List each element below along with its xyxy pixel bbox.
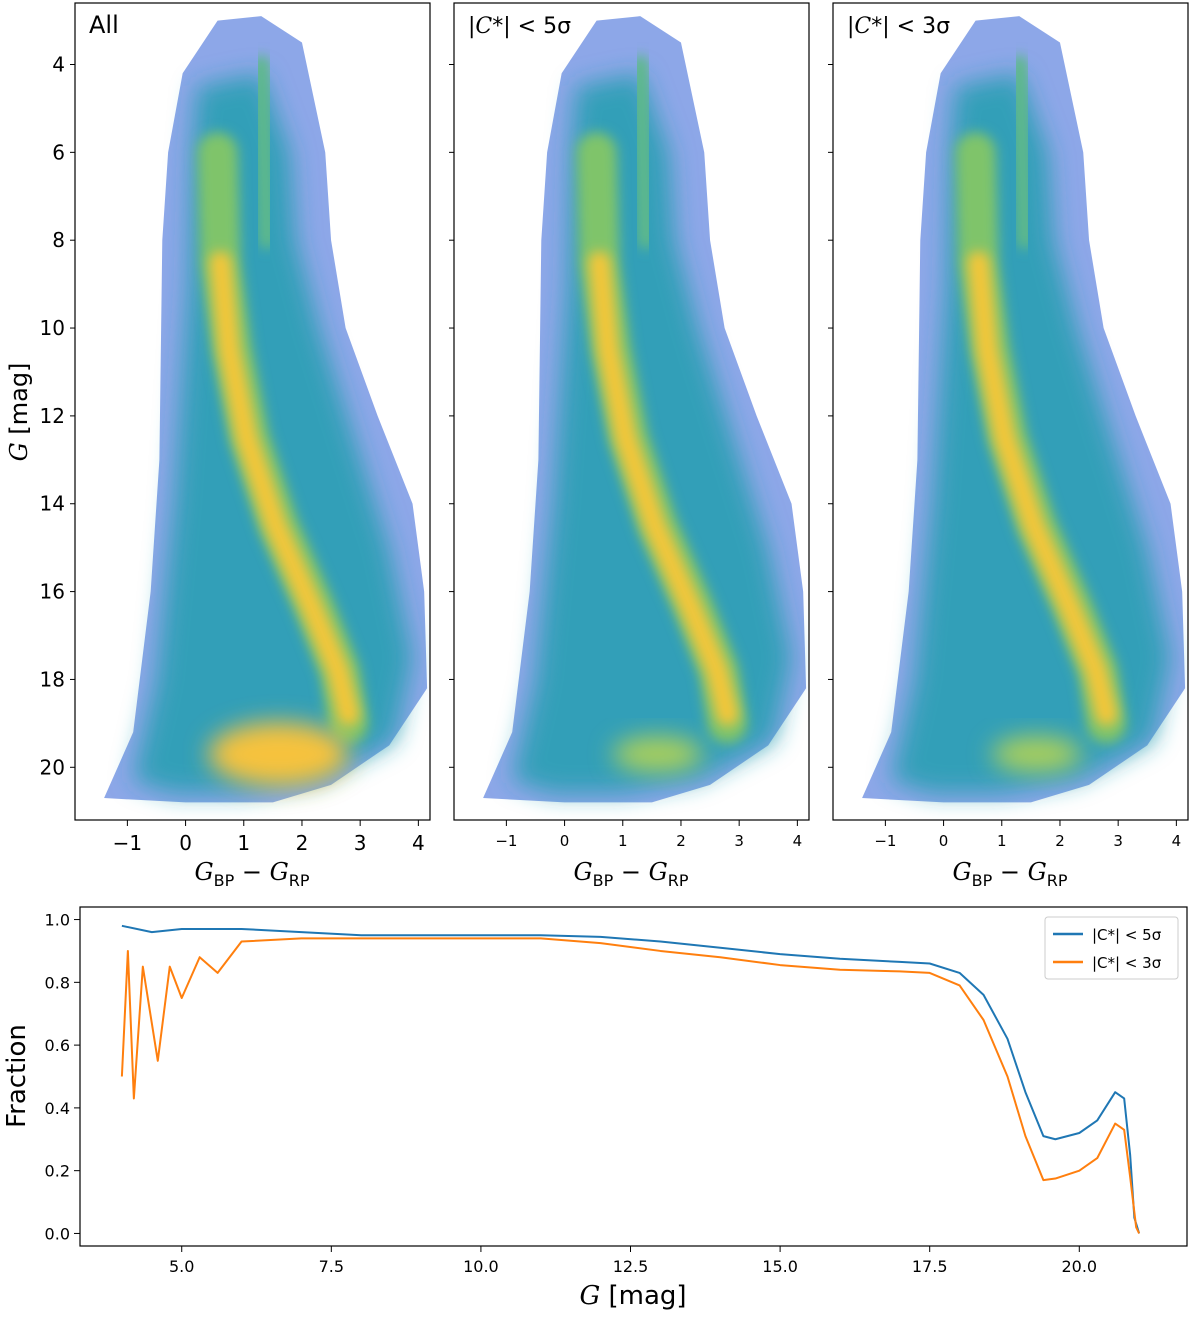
giant-branch-ridge	[631, 55, 656, 250]
cmd-panel-5sigma: |C*| < 5σ −1 0 1 2 3 4 GBP − GRP	[449, 2, 810, 890]
y-tick-label: 1.0	[45, 911, 70, 930]
x-axis-label: G [mag]	[579, 1281, 686, 1311]
y-tick-label: 0.2	[45, 1162, 70, 1181]
x-tick-label: 12.5	[613, 1257, 649, 1276]
y-tick-label: 4	[52, 52, 65, 76]
y-tick-label: 0.4	[45, 1099, 70, 1118]
x-tick-label: 0	[939, 832, 949, 850]
legend-label-5sigma: |C*| < 5σ	[1092, 926, 1162, 944]
x-tick-label: 17.5	[912, 1257, 948, 1276]
faint-end-concentration	[208, 722, 349, 787]
panel-label: |C*| < 3σ	[847, 14, 950, 39]
y-axis-label: G [mag]	[5, 363, 33, 462]
density-map-all	[104, 16, 428, 803]
y-ticks: 0.0 0.2 0.4 0.6 0.8 1.0	[45, 911, 80, 1243]
y-tick-label: 20	[40, 755, 65, 779]
panel-label: |C*| < 5σ	[468, 14, 571, 39]
x-tick-label: 20.0	[1061, 1257, 1097, 1276]
giant-branch-ridge	[252, 55, 277, 250]
plot-frame	[79, 906, 1188, 1247]
x-tick-label: 7.5	[319, 1257, 344, 1276]
y-tick-label: 14	[40, 492, 65, 516]
x-ticks: −1 0 1 2 3 4	[113, 820, 425, 855]
panel-frame	[832, 2, 1189, 821]
main-sequence-ridge	[967, 251, 1118, 726]
x-tick-label: 4	[1172, 832, 1182, 850]
y-tick-label: 8	[52, 228, 65, 252]
x-tick-label: 3	[354, 831, 367, 855]
x-tick-label: 2	[676, 832, 686, 850]
panel-frame	[453, 2, 810, 821]
panel-frame	[74, 2, 431, 821]
x-tick-label: 1	[997, 832, 1007, 850]
x-tick-label: 4	[412, 831, 425, 855]
y-tick-label: 0.6	[45, 1036, 70, 1055]
series-lines	[120, 924, 1141, 1234]
series-line-5sigma	[121, 924, 1141, 1234]
x-tick-label: 0	[560, 832, 570, 850]
series-line-3sigma	[120, 937, 1141, 1234]
y-tick-label: 16	[40, 580, 65, 604]
y-ticks: 4 6 8 10 12 14 16 18 20	[40, 52, 75, 779]
x-tick-label: 10.0	[463, 1257, 499, 1276]
x-tick-label: 3	[734, 832, 744, 850]
main-sequence-ridge	[588, 251, 739, 726]
x-ticks: −1 0 1 2 3 4	[495, 820, 802, 850]
x-tick-label: 2	[296, 831, 309, 855]
x-axis-label: GBP − GRP	[952, 858, 1067, 890]
x-axis-label: GBP − GRP	[194, 858, 309, 890]
density-map-5sigma	[483, 16, 807, 803]
x-axis-label: GBP − GRP	[573, 858, 688, 890]
x-tick-label: −1	[874, 832, 896, 850]
x-ticks: 5.0 7.5 10.0 12.5 15.0 17.5 20.0	[169, 1246, 1097, 1276]
y-ticks	[449, 63, 454, 768]
giant-branch-ridge	[1010, 55, 1035, 250]
density-map-3sigma	[862, 16, 1186, 803]
x-tick-label: −1	[113, 831, 142, 855]
x-tick-label: 1	[237, 831, 250, 855]
legend-box	[1044, 916, 1179, 980]
y-tick-label: 18	[40, 667, 65, 691]
x-tick-label: 3	[1113, 832, 1123, 850]
y-tick-label: 6	[52, 140, 65, 164]
x-tick-label: 15.0	[762, 1257, 798, 1276]
x-tick-label: −1	[495, 832, 517, 850]
x-tick-label: 5.0	[169, 1257, 194, 1276]
legend: |C*| < 5σ |C*| < 3σ	[1044, 916, 1179, 980]
y-axis-label: Fraction	[2, 1024, 32, 1128]
legend-label-3sigma: |C*| < 3σ	[1092, 954, 1162, 972]
faint-end-concentration	[991, 736, 1082, 773]
x-tick-label: 0	[179, 831, 192, 855]
x-ticks: −1 0 1 2 3 4	[874, 820, 1181, 850]
y-tick-label: 0.8	[45, 973, 70, 992]
panel-label: All	[89, 11, 119, 39]
x-tick-label: 1	[618, 832, 628, 850]
y-ticks	[828, 63, 833, 768]
x-tick-label: 4	[793, 832, 803, 850]
faint-end-concentration	[612, 736, 703, 773]
y-tick-label: 0.0	[45, 1224, 70, 1243]
fraction-plot: 5.0 7.5 10.0 12.5 15.0 17.5 20.0 0.00.20.40.60…	[2, 906, 1188, 1311]
main-sequence-ridge	[209, 251, 360, 726]
y-tick-label: 10	[40, 316, 65, 340]
x-tick-label: 2	[1055, 832, 1065, 850]
cmd-panel-3sigma: |C*| < 3σ −1 0 1 2 3 4 GBP − GRP	[828, 2, 1189, 890]
y-tick-label: 12	[40, 404, 65, 428]
